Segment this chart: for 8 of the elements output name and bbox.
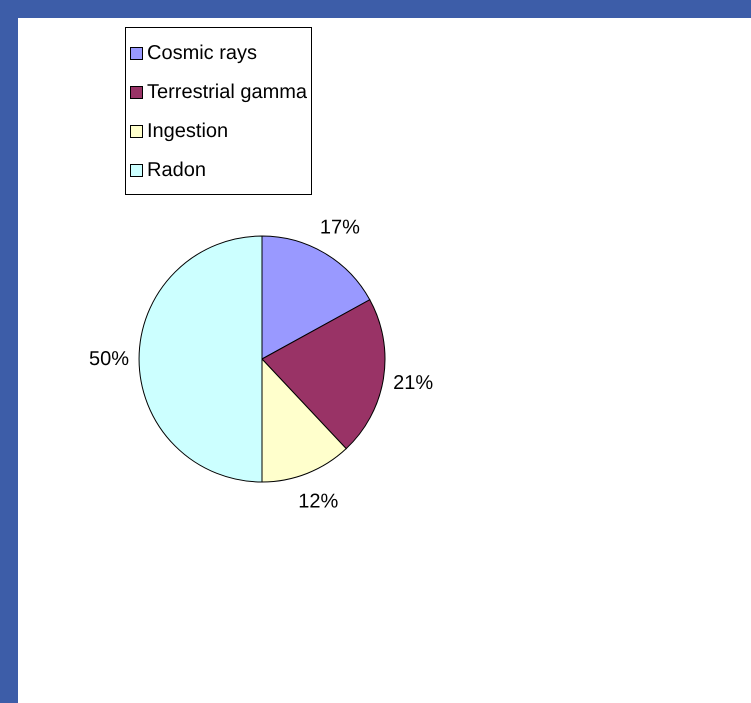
data-label: 17% xyxy=(320,216,360,238)
legend-label: Cosmic rays xyxy=(147,42,258,65)
legend-label: Ingestion xyxy=(147,120,228,143)
data-label: 12% xyxy=(298,490,339,512)
data-label: 21% xyxy=(393,372,434,394)
legend-label: Radon xyxy=(147,159,206,182)
legend-label: Terrestrial gamma xyxy=(147,81,308,104)
data-label: 50% xyxy=(88,348,130,370)
